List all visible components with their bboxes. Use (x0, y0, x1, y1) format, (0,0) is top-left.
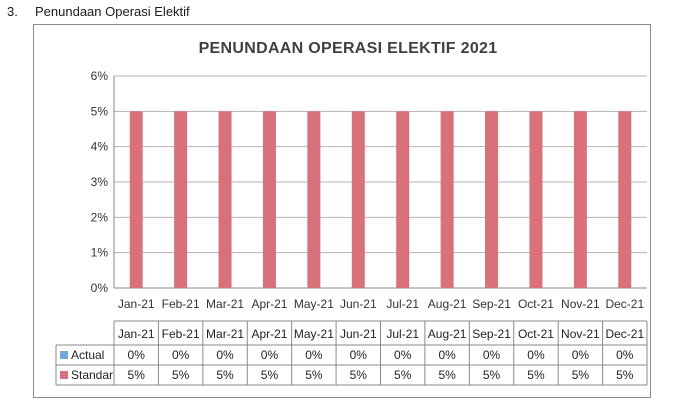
table-header-cell: Jun-21 (340, 327, 377, 341)
bar-standar-mar-21 (218, 111, 232, 288)
x-tick-label: Nov-21 (561, 297, 600, 311)
bar-standar-aug-21 (440, 111, 454, 288)
table-header-cell: May-21 (294, 327, 334, 341)
table-header-cell: Nov-21 (561, 327, 600, 341)
table-header-cell: Dec-21 (605, 327, 644, 341)
x-tick-label: Aug-21 (428, 297, 467, 311)
gridlines (114, 75, 647, 289)
bar-standar-oct-21 (529, 111, 543, 288)
table-header-cell: Apr-21 (251, 327, 287, 341)
legend-label-standar: Standar (71, 368, 113, 382)
bar-standar-sep-21 (485, 111, 499, 288)
table-value-actual: 0% (438, 348, 456, 362)
table-value-actual: 0% (216, 348, 234, 362)
table-value-standar: 5% (483, 368, 501, 382)
y-tick-label: 2% (91, 210, 109, 224)
x-tick-label: Feb-21 (162, 297, 200, 311)
x-tick-label: Mar-21 (206, 297, 244, 311)
bar-standar-jan-21 (129, 111, 143, 288)
table-header-cell: Feb-21 (162, 327, 200, 341)
y-tick-label: 3% (91, 175, 109, 189)
x-tick-label: Jun-21 (340, 297, 377, 311)
table-header-cell: Aug-21 (428, 327, 467, 341)
table-value-actual: 0% (305, 348, 323, 362)
chart-title: PENUNDAAN OPERASI ELEKTIF 2021 (199, 40, 498, 57)
table-value-standar: 5% (216, 368, 234, 382)
table-header-cell: Jul-21 (386, 327, 419, 341)
y-tick-label: 4% (91, 140, 109, 154)
bar-standar-jun-21 (351, 111, 365, 288)
table-value-actual: 0% (394, 348, 412, 362)
bar-standar-dec-21 (618, 111, 632, 288)
table-value-standar: 5% (305, 368, 323, 382)
bar-standar-apr-21 (262, 111, 276, 288)
bar-standar-nov-21 (573, 111, 587, 288)
y-tick-label: 6% (91, 69, 109, 83)
x-tick-label: Jul-21 (386, 297, 419, 311)
table-value-actual: 0% (483, 348, 501, 362)
table-value-actual: 0% (172, 348, 190, 362)
y-tick-label: 0% (91, 281, 109, 295)
table-value-standar: 5% (438, 368, 456, 382)
bar-standar-may-21 (307, 111, 321, 288)
legend-swatch-actual (60, 351, 68, 359)
table-header-cell: Mar-21 (206, 327, 244, 341)
section-title: Penundaan Operasi Elektif (35, 4, 190, 19)
table-value-standar: 5% (394, 368, 412, 382)
legend-swatch-standar (60, 371, 68, 379)
x-tick-label: Apr-21 (251, 297, 287, 311)
x-tick-label: Sep-21 (472, 297, 511, 311)
table-value-actual: 0% (350, 348, 368, 362)
bars (129, 111, 632, 288)
data-table: Jan-21 Feb-21 Mar-21 Apr-21 May-21 Jun-21 Jul-… (55, 320, 648, 386)
table-value-standar: 5% (527, 368, 545, 382)
table-value-standar: 5% (172, 368, 190, 382)
table-value-actual: 0% (261, 348, 279, 362)
y-tick-label: 1% (91, 246, 109, 260)
table-value-standar: 5% (128, 368, 146, 382)
x-tick-label: Jan-21 (118, 297, 155, 311)
table-value-standar: 5% (261, 368, 279, 382)
x-tick-label: May-21 (294, 297, 334, 311)
table-value-standar: 5% (350, 368, 368, 382)
table-header-cell: Oct-21 (518, 327, 554, 341)
table-header-cell: Jan-21 (118, 327, 155, 341)
table-header-cell: Sep-21 (472, 327, 511, 341)
section-number: 3. (7, 4, 18, 19)
x-tick-label: Dec-21 (605, 297, 644, 311)
table-value-actual: 0% (128, 348, 146, 362)
bar-standar-jul-21 (396, 111, 410, 288)
bar-standar-feb-21 (174, 111, 188, 288)
section-heading: 3. Penundaan Operasi Elektif (7, 4, 190, 19)
table-value-standar: 5% (572, 368, 590, 382)
x-tick-label: Oct-21 (518, 297, 554, 311)
legend-label-actual: Actual (71, 348, 104, 362)
table-value-actual: 0% (527, 348, 545, 362)
table-value-actual: 0% (572, 348, 590, 362)
table-value-actual: 0% (616, 348, 634, 362)
table-value-standar: 5% (616, 368, 634, 382)
y-tick-label: 5% (91, 104, 109, 118)
axes: 0% 1% 2% 3% 4% 5% 6% Jan-21 Feb-21 Mar-21 Apr-21 Ma… (91, 69, 645, 311)
